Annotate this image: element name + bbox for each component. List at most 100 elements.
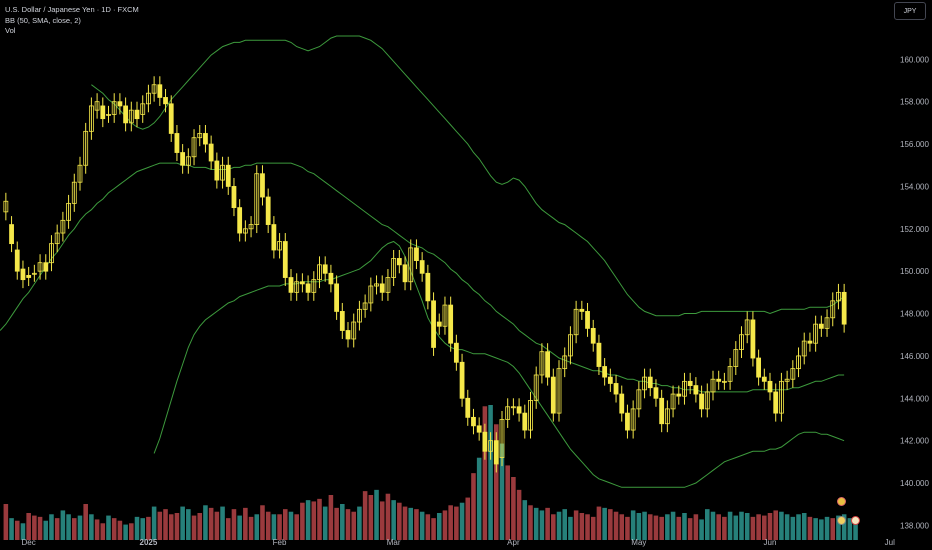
candle-body [60,219,66,234]
candle-body [396,258,402,266]
volume-bar [727,511,733,540]
volume-bar [254,514,260,540]
candle-body [647,376,653,389]
volume-bar [260,505,265,540]
volume-bar [590,516,596,540]
candle-body [322,264,328,274]
candle-body [619,393,625,414]
price-tick-label: 158.000 [900,98,929,107]
candle-body [237,207,243,234]
volume-bar [66,514,71,540]
price-tick-label: 160.000 [900,55,929,64]
volume-bar [414,509,419,540]
volume-bar [265,511,271,540]
candle-body [744,319,750,336]
candle-body [157,84,163,98]
event-marker-icon[interactable] [837,497,846,506]
volume-bar [693,514,699,540]
candle-body [208,143,214,162]
time-tick-label: 2025 [140,538,158,547]
volume-bar [243,507,248,540]
indicator-title-bb[interactable]: BB (50, SMA, close, 2) [5,15,81,25]
volume-bar [613,511,619,540]
candle-body [676,393,682,397]
candle-body [49,243,54,264]
bollinger-bands [0,35,845,488]
candle-body [180,152,186,166]
volume-bar [277,514,282,540]
candle-body [225,164,231,187]
candle-body [328,272,334,285]
candle-body [824,317,830,329]
event-marker-icon[interactable] [837,516,846,525]
volume-bar [54,518,60,540]
candle-body [796,355,801,370]
volume-bar [271,514,277,540]
volume-bar [682,513,687,540]
candle-body [362,302,368,310]
volume-bar [436,513,442,540]
candle-body [408,247,414,283]
volume-bar [539,510,545,540]
volume-bar [60,510,66,540]
volume-bar [733,515,739,540]
volume-bar [322,506,328,540]
candle-body [294,281,300,293]
volume-bar [665,514,670,540]
candle-body [442,304,448,327]
volume-bar [762,515,767,540]
volume-bar [722,516,727,540]
volume-bar [494,424,499,540]
candle-body [54,232,60,245]
volume-bar [345,509,351,540]
candle-body [168,103,174,134]
volume-bar [750,516,756,540]
candle-body [203,133,208,145]
candle-body [94,101,100,111]
candle-body [642,376,647,391]
candle-body [556,368,562,414]
symbol-title[interactable]: U.S. Dollar / Japanese Yen · 1D · FXCM [5,5,139,14]
volume-bar [340,504,345,540]
price-tick-label: 148.000 [900,310,929,319]
volume-bar [106,515,111,540]
volume-bar [385,493,391,540]
volume-bar [653,515,659,540]
volume-bar [459,502,465,540]
volume-bar [756,514,761,540]
candle-body [111,101,117,115]
candle-body [368,285,374,304]
volume-bar [328,495,334,540]
candle-body [790,368,796,380]
volume-bar [208,507,214,540]
time-axis[interactable]: Dec 2025 Feb Mar Apr May Jun Jul [22,538,896,547]
volume-bar [454,506,459,540]
candle-body [134,109,140,120]
bollinger-basis-line [0,162,845,393]
volume-bar [431,518,436,540]
event-marker-icon[interactable] [851,516,860,525]
time-tick-label: Feb [273,538,287,547]
volume-bar [43,520,49,540]
candle-body [630,408,636,431]
volume-bar [744,513,750,540]
volume-bar [425,514,431,540]
candle-body [448,304,454,344]
volume-bar [670,511,676,540]
candle-body [528,400,533,431]
indicator-title-volume[interactable]: Vol [5,26,16,36]
candle-body [607,376,613,384]
volume-bar [220,506,225,540]
volume-bar [499,443,505,540]
candle-body [37,262,43,272]
volume-bar [191,515,197,540]
candle-body [334,283,340,312]
volume-bar [642,511,647,540]
volume-bar [100,523,106,540]
candle-body [516,406,522,414]
price-axis[interactable]: 138.000 140.000 142.000 144.000 146.000 148.0… [900,55,929,530]
candle-body [459,361,465,399]
currency-button[interactable]: JPY [894,2,926,20]
candle-body [767,380,773,393]
